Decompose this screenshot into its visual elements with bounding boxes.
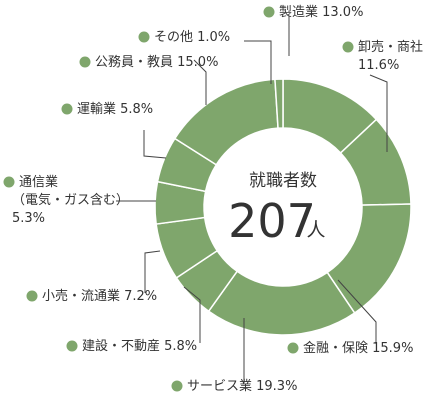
center-title: 就職者数 bbox=[249, 171, 317, 191]
label-9-leader bbox=[244, 40, 272, 84]
center-unit: 人 bbox=[306, 219, 325, 241]
label-6-line-2: 5.3% bbox=[12, 211, 45, 226]
label-1-marker bbox=[342, 41, 354, 53]
label-3-line-0: サービス業 19.3% bbox=[187, 378, 297, 394]
label-2-leader bbox=[337, 279, 377, 344]
label-6-line-1: （電気・ガス含む） bbox=[12, 192, 129, 208]
label-0-marker bbox=[263, 6, 275, 18]
label-5-line-0: 小売・流通業 7.2% bbox=[42, 288, 157, 304]
label-8-marker bbox=[79, 56, 91, 68]
label-7-line-0: 運輸業 5.8% bbox=[77, 101, 153, 117]
label-4-line-0: 建設・不動産 5.8% bbox=[82, 338, 197, 354]
label-8-line-0: 公務員・教員 15.0% bbox=[95, 54, 218, 70]
label-4-leader bbox=[183, 286, 201, 343]
label-5-leader bbox=[144, 250, 161, 293]
label-1-line-1: 11.6% bbox=[358, 58, 399, 73]
label-3-marker bbox=[171, 380, 183, 392]
slice-labels: 製造業 13.0% 卸売・商社 11.6% 金融・保険 15.9% サービス業 19.3… bbox=[3, 4, 423, 394]
label-5-marker bbox=[26, 290, 38, 302]
label-9-line-0: その他 1.0% bbox=[154, 30, 230, 45]
label-8-leader bbox=[193, 59, 207, 105]
label-7-marker bbox=[61, 103, 73, 115]
center-value: 207 bbox=[228, 194, 316, 248]
label-0-line-0: 製造業 13.0% bbox=[279, 4, 363, 20]
slice-9 bbox=[274, 78, 284, 129]
label-2-marker bbox=[287, 342, 299, 354]
label-1-line-0: 卸売・商社 bbox=[358, 39, 423, 55]
label-6-line-0: 通信業 bbox=[19, 174, 58, 190]
label-6-marker bbox=[3, 176, 15, 188]
donut-slices bbox=[154, 78, 412, 336]
label-9-marker bbox=[138, 31, 150, 43]
leader-lines bbox=[116, 16, 388, 383]
label-7-leader bbox=[143, 130, 167, 159]
label-2-line-0: 金融・保険 15.9% bbox=[303, 340, 413, 356]
label-1-leader bbox=[369, 74, 388, 152]
label-4-marker bbox=[66, 340, 78, 352]
